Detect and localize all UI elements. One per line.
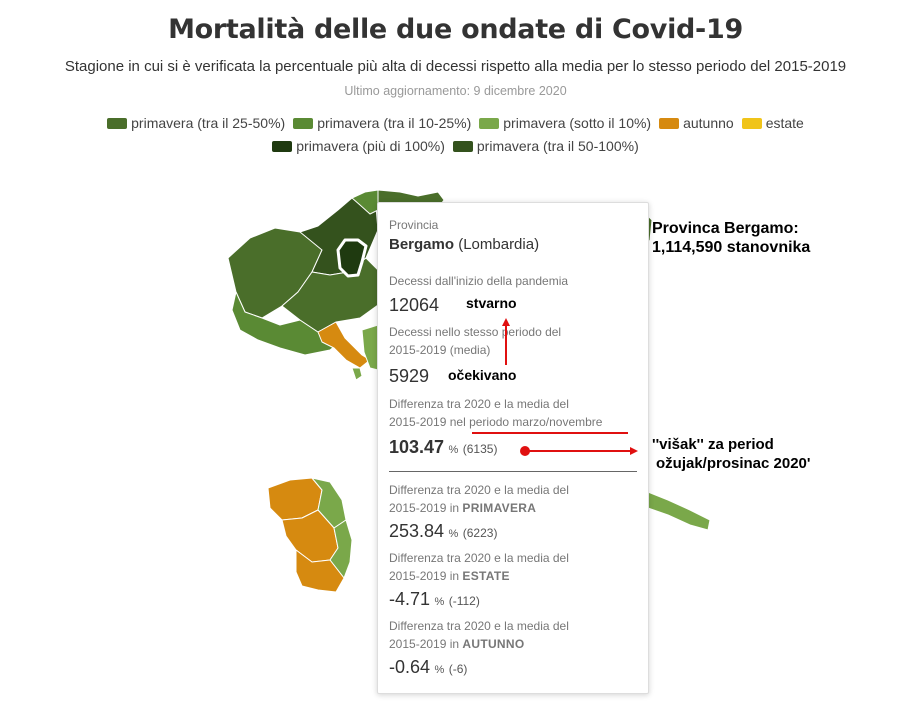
tooltip-province-label: Provincia — [389, 218, 439, 232]
legend-swatch — [659, 117, 680, 129]
tooltip-diff-label-2: 2015-2019 nel periodo marzo/novembre — [389, 415, 603, 429]
tooltip-separator — [389, 471, 637, 472]
map-region-puglia — [647, 491, 711, 531]
tooltip-spring-value: 253.84 — [389, 521, 445, 541]
tooltip-autumn-label-2: 2015-2019 in AUTUNNO — [389, 637, 525, 651]
legend-row-1: primavera (tra il 25-50%) primavera (tra… — [0, 115, 911, 131]
province-name: Bergamo — [389, 236, 455, 253]
annotation-population-line-2: 1,114,590 stanovnika — [652, 239, 811, 256]
legend-label: primavera (tra il 10-25%) — [317, 115, 472, 131]
tooltip-autumn-unit: % — [434, 664, 445, 676]
tooltip-spring-label-2: 2015-2019 in PRIMAVERA — [389, 501, 537, 515]
tooltip-deaths-value: 12064 — [389, 295, 440, 315]
tooltip-diff-row: 103.47 % (6135) — [389, 437, 497, 458]
tooltip-avg-value: 5929 — [389, 366, 430, 386]
legend-label: estate — [765, 115, 804, 131]
annotation-population: Provinca Bergamo: 1,114,590 stanovnika — [652, 219, 810, 257]
annotation-excess-line-2: ožujak/prosinac 2020' — [656, 455, 811, 472]
legend-label: primavera (tra il 25-50%) — [131, 115, 286, 131]
legend-item-spring-25-50[interactable]: primavera (tra il 25-50%) — [107, 115, 285, 131]
annotation-actual: stvarno — [466, 295, 517, 311]
tooltip-summer-unit: % — [434, 596, 445, 608]
legend-swatch — [107, 117, 128, 129]
legend-swatch — [479, 117, 500, 129]
province-region: (Lombardia) — [458, 236, 540, 253]
tooltip-summer-value: -4.71 — [389, 589, 431, 609]
annotation-population-line-1: Provinca Bergamo: — [652, 220, 799, 237]
tooltip-autumn-abs: (-6) — [448, 662, 468, 676]
tooltip-summer-label-1: Differenza tra 2020 e la media del — [389, 551, 569, 565]
legend-swatch — [452, 140, 473, 152]
annotation-excess: ''višak'' za period ožujak/prosinac 2020… — [652, 435, 810, 473]
tooltip-summer-abs: (-112) — [448, 594, 480, 608]
annotation-expected: očekivano — [448, 367, 517, 383]
legend-item-summer[interactable]: estate — [741, 115, 804, 131]
last-updated: Ultimo aggiornamento: 9 dicembre 2020 — [344, 84, 567, 98]
legend-row-2: primavera (più di 100%) primavera (tra i… — [0, 138, 911, 154]
tooltip-avg-label-1: Decessi nello stesso periodo del — [389, 325, 562, 339]
tooltip-diff-abs: (6135) — [462, 442, 498, 456]
season-name: AUTUNNO — [462, 637, 525, 651]
legend-swatch — [741, 117, 762, 129]
tooltip-province-name: Bergamo (Lombardia) — [389, 236, 539, 253]
tooltip-spring-row: 253.84 % (6223) — [389, 521, 497, 542]
legend-label: primavera (tra il 50-100%) — [476, 138, 639, 154]
tooltip-diff-label-1: Differenza tra 2020 e la media del — [389, 397, 569, 411]
map-region-coast-small — [351, 367, 363, 381]
tooltip-avg-label-2: 2015-2019 (media) — [389, 343, 491, 357]
chart-title: Mortalità delle due ondate di Covid-19 — [168, 14, 743, 45]
legend-item-spring-50-100[interactable]: primavera (tra il 50-100%) — [452, 138, 639, 154]
tooltip-spring-abs: (6223) — [462, 526, 498, 540]
tooltip-summer-row: -4.71 % (-112) — [389, 589, 480, 610]
map-region-bergamo-highlight — [336, 238, 368, 278]
province-tooltip: Provincia Bergamo (Lombardia) Decessi da… — [377, 202, 649, 694]
legend-item-spring-under-10[interactable]: primavera (sotto il 10%) — [479, 115, 651, 131]
map-region-sardinia-south — [295, 549, 345, 593]
tooltip-diff-unit: % — [448, 444, 459, 456]
tooltip-spring-unit: % — [448, 528, 459, 540]
legend-label: primavera (più di 100%) — [296, 138, 445, 154]
map-region-tuscany-coast — [361, 324, 379, 371]
season-name: ESTATE — [462, 569, 510, 583]
legend-item-spring-10-25[interactable]: primavera (tra il 10-25%) — [293, 115, 471, 131]
tooltip-diff-value: 103.47 — [389, 437, 445, 457]
tooltip-spring-label-1: Differenza tra 2020 e la media del — [389, 483, 569, 497]
legend-item-spring-over-100[interactable]: primavera (più di 100%) — [272, 138, 445, 154]
legend-label: autunno — [683, 115, 734, 131]
tooltip-deaths-label: Decessi dall'inizio della pandemia — [389, 274, 569, 288]
map-region-sardinia-east — [329, 519, 353, 579]
tooltip-autumn-row: -0.64 % (-6) — [389, 657, 467, 678]
season-name: PRIMAVERA — [462, 501, 537, 515]
legend-item-autumn[interactable]: autunno — [659, 115, 734, 131]
tooltip-autumn-label-1: Differenza tra 2020 e la media del — [389, 619, 569, 633]
chart-subtitle: Stagione in cui si è verificata la perce… — [64, 58, 847, 75]
annotation-excess-line-1: ''višak'' za period — [652, 436, 774, 453]
legend-label: primavera (sotto il 10%) — [503, 115, 652, 131]
tooltip-autumn-value: -0.64 — [389, 657, 431, 677]
legend-swatch — [293, 117, 314, 129]
legend-swatch — [272, 140, 293, 152]
tooltip-summer-label-2: 2015-2019 in ESTATE — [389, 569, 510, 583]
